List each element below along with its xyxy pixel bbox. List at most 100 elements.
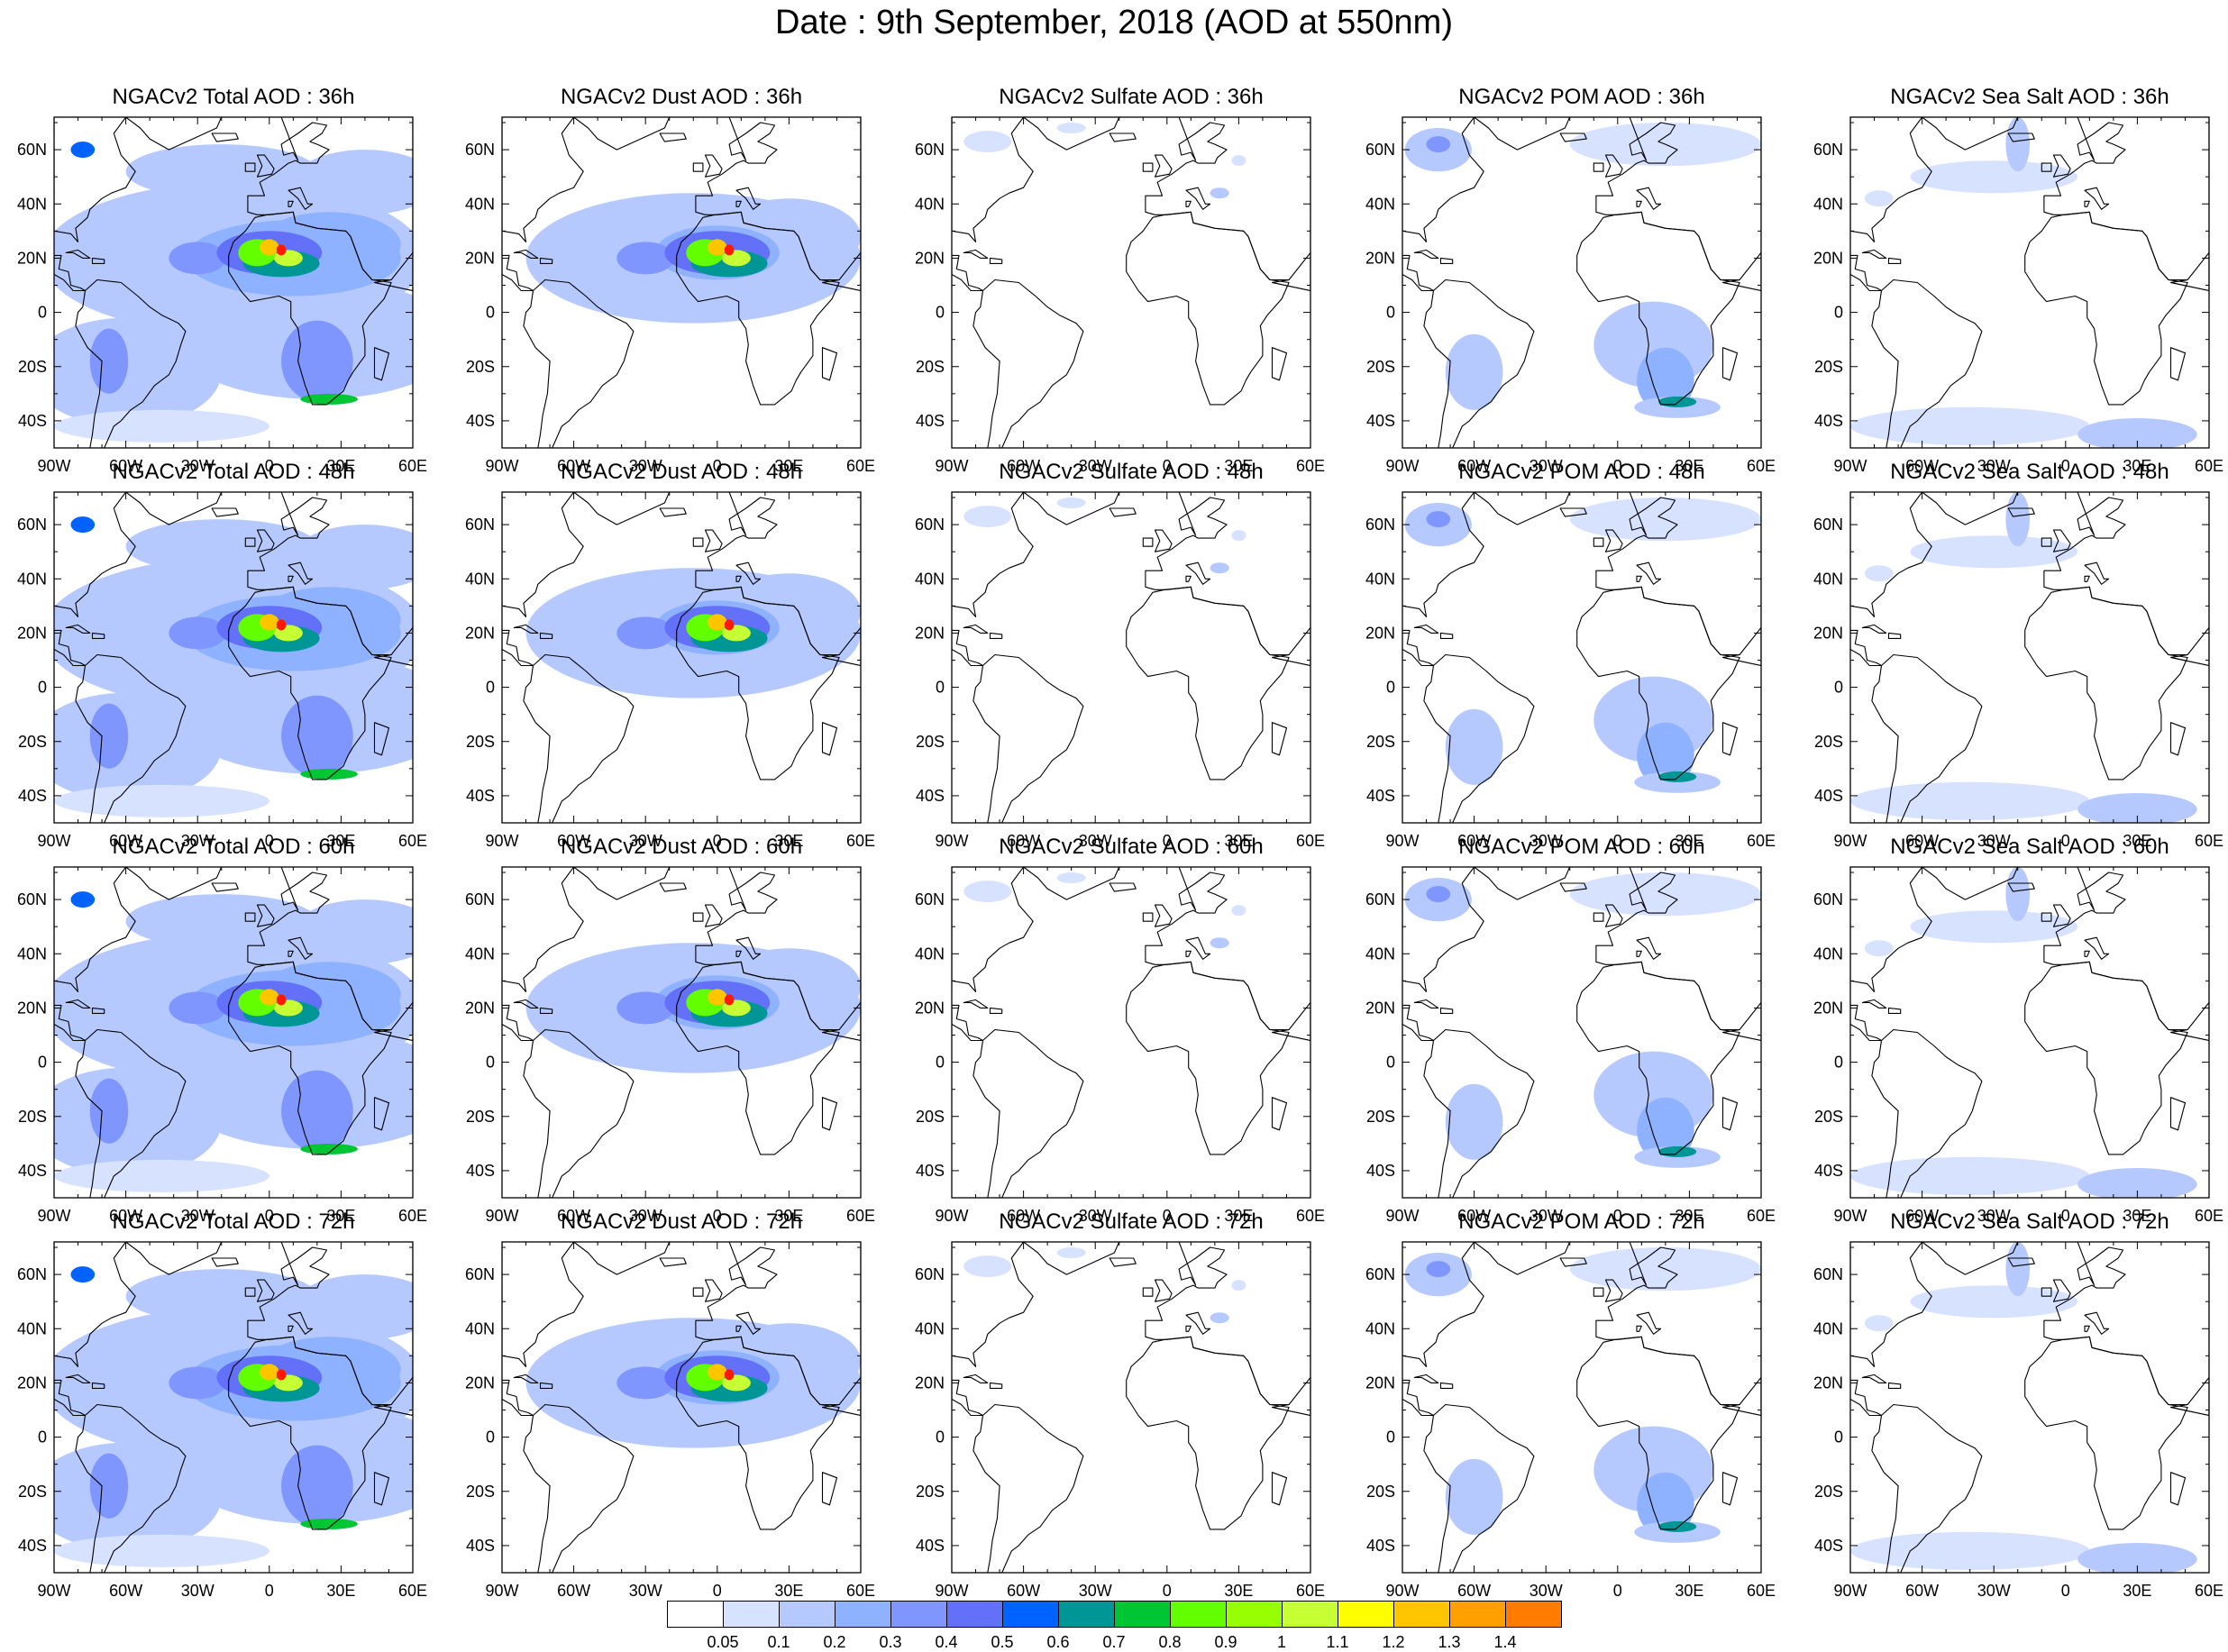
coastline-italy [735,936,762,960]
panel-title: NGACv2 Sulfate AOD : 48h [999,460,1264,484]
lon-tick-label: 30E [1675,1207,1703,1225]
lat-tick-label: 40N [1365,945,1395,963]
lat-tick-label: 20S [1366,733,1395,751]
map-frame [951,866,1311,1199]
lon-tick-label: 0 [265,1582,274,1600]
lat-tick-label: 40N [1813,195,1843,213]
map-frame [951,491,1311,824]
coastline-north-america [952,117,1034,242]
coastline-africa [676,961,840,1155]
lon-tick-label: 30W [629,832,662,850]
coastline-south-america [1871,653,1983,823]
coastline-africa [2024,211,2188,406]
coastline-north-america [1402,1242,1484,1367]
lon-tick-label: 60E [1747,1207,1776,1225]
coastline-north-america [502,492,584,617]
lat-tick-label: 20N [1365,249,1395,267]
lat-tick-label: 40S [1814,1537,1843,1555]
coastline-south-america [75,653,187,823]
lat-tick-label: 60N [17,890,47,908]
aod-field-patch [1426,511,1451,528]
coastline-uk [704,529,723,552]
aod-field-patch [1426,1261,1451,1278]
lat-tick-label: 0 [1386,679,1395,697]
colorbar-cell [667,1601,724,1628]
coastline-africa [2024,1336,2188,1530]
colorbar-cell [1170,1601,1227,1628]
coastline-arabia-cut [1721,1001,1761,1042]
map-frame [1849,116,2210,449]
coastline-sicily-sardinia [1636,950,1642,957]
lon-tick-label: 30E [1224,457,1253,475]
lon-tick-label: 90W [1833,1582,1867,1600]
coastline-hispaniola [989,1382,1003,1389]
lon-tick-label: 30E [326,1582,355,1600]
coastline-italy [288,936,314,960]
coastline-south-america [75,278,187,448]
coastline-central-america [54,1379,87,1417]
coastline-arabia-cut [1271,626,1310,667]
lon-tick-label: 60W [1905,832,1939,850]
aod-field-patch [54,1534,269,1567]
coastline-arabia-cut [1271,251,1310,292]
lat-tick-label: 60N [1365,141,1395,159]
lon-tick-label: 30W [181,832,215,850]
lon-tick-label: 30E [1675,457,1703,475]
coastline-italy [1185,936,1211,960]
coastline-italy [735,561,762,585]
lat-tick-label: 20S [466,1108,495,1126]
aod-field-patch [276,994,287,1006]
panel-title: NGACv2 Total AOD : 36h [112,85,355,109]
lon-tick-label: 60W [557,1582,590,1600]
aod-field-patch [1056,872,1086,883]
colorbar-label: 0.3 [879,1633,902,1651]
lon-tick-label: 0 [1163,457,1172,475]
aod-field-patch [1910,1285,2078,1319]
coastline-madagascar [1271,347,1288,381]
lon-tick-label: 90W [485,1207,518,1225]
lat-tick-label: 0 [486,1054,495,1072]
aod-field-patch [293,899,413,965]
lat-tick-label: 20S [1814,358,1843,376]
lon-tick-label: 30E [1224,1207,1253,1225]
aod-map: 60N 40N 20N 0 20S 40S 90W 60W 30W 0 30E 60E [915,1241,1325,1600]
lon-tick-label: 30E [2123,832,2151,850]
map-panel-sulfate: NGACv2 Sulfate AOD : 60h 60N 40N 20N 0 20S 40S… [898,835,1345,1225]
coastline-africa [1576,1336,1740,1530]
coastline-africa [1126,1336,1290,1530]
coastline-sicily-sardinia [735,575,742,582]
map-frame [1402,866,1762,1199]
lat-tick-label: 20N [17,249,47,267]
coastline-italy [1636,936,1662,960]
coastline-sicily-sardinia [288,1325,294,1332]
coastline-sicily-sardinia [1636,1325,1642,1332]
coastline-uk [1604,154,1623,178]
lon-tick-label: 60W [109,1207,142,1225]
lon-tick-label: 60E [1747,832,1776,850]
lat-tick-label: 40S [1366,1537,1395,1555]
lon-tick-label: 60E [2195,1207,2223,1225]
lon-tick-label: 60E [1296,832,1325,850]
colorbar-label: 0.2 [823,1633,846,1651]
lon-tick-label: 0 [1613,457,1622,475]
colorbar-cell [1114,1601,1171,1628]
aod-field-patch [708,989,727,1006]
lat-tick-label: 20S [1366,358,1395,376]
aod-field-patch [89,1453,129,1519]
aod-field-patch [169,242,226,275]
aod-map: 60N 40N 20N 0 20S 40S 90W 60W 30W 0 30E 60E [17,1241,427,1600]
map-panel-pom: NGACv2 POM AOD : 60h 60N 40N 20N 0 20S 40S 90W 6… [1348,835,1795,1225]
coastline-iceland [211,882,239,892]
coastline-iceland [2007,882,2035,892]
coastline-uk [1154,154,1173,178]
coastline-central-america [54,254,87,292]
aod-field-patch [1864,940,1894,957]
lat-tick-label: 20S [1366,1483,1395,1501]
lat-tick-label: 20S [916,733,945,751]
lat-tick-label: 0 [1834,679,1843,697]
lon-tick-label: 0 [1163,1207,1172,1225]
coastline-south-america [972,1028,1084,1198]
coastline-central-america [54,629,87,667]
lon-tick-label: 30W [1977,832,2011,850]
coastline-hispaniola [1439,632,1454,639]
